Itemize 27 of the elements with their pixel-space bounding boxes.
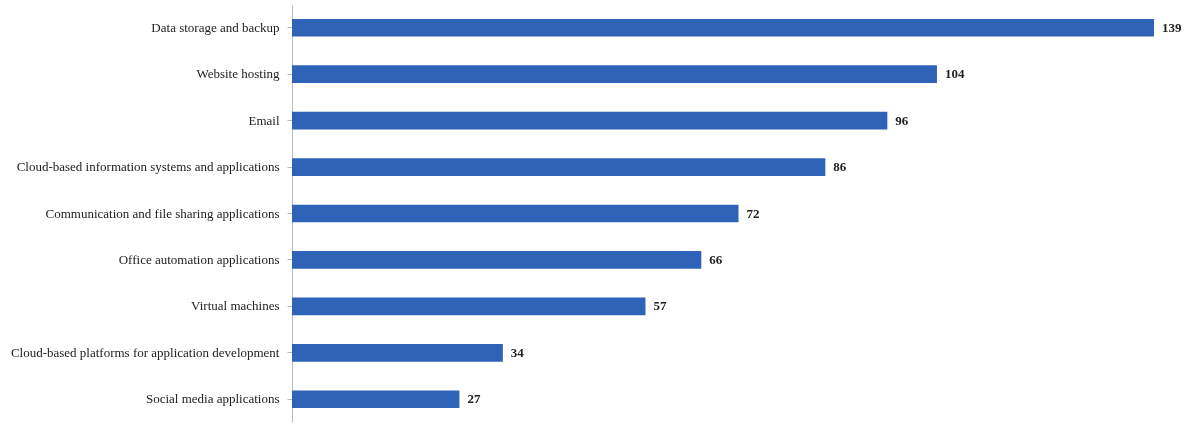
data-label: 86 — [833, 159, 847, 175]
data-label: 57 — [653, 298, 667, 314]
y-tick-label: Cloud-based information systems and applications — [16, 159, 280, 175]
bar — [292, 111, 888, 130]
y-tick-label: Website hosting — [196, 66, 280, 82]
bar — [292, 297, 646, 316]
bar — [292, 390, 460, 409]
y-tick-label: Virtual machines — [191, 298, 280, 314]
bar — [292, 65, 937, 84]
y-tick-label: Email — [248, 112, 280, 128]
data-label: 72 — [746, 205, 760, 221]
data-label: 34 — [510, 344, 525, 360]
data-label: 104 — [944, 66, 965, 82]
data-label: 66 — [709, 251, 723, 267]
data-label: 139 — [1162, 19, 1182, 35]
data-label: 27 — [467, 391, 481, 407]
bar — [292, 204, 739, 223]
y-tick-label: Social media applications — [145, 391, 280, 407]
bar — [292, 343, 503, 362]
bar — [292, 18, 1154, 37]
y-tick-label: Cloud-based platforms for application development — [10, 344, 280, 360]
bar — [292, 158, 826, 176]
y-tick-label: Communication and file sharing applications — [45, 205, 280, 221]
y-tick-label: Data storage and backup — [151, 19, 280, 35]
data-label: 96 — [895, 112, 909, 128]
bar — [292, 251, 702, 269]
y-tick-label: Office automation applications — [118, 251, 280, 267]
